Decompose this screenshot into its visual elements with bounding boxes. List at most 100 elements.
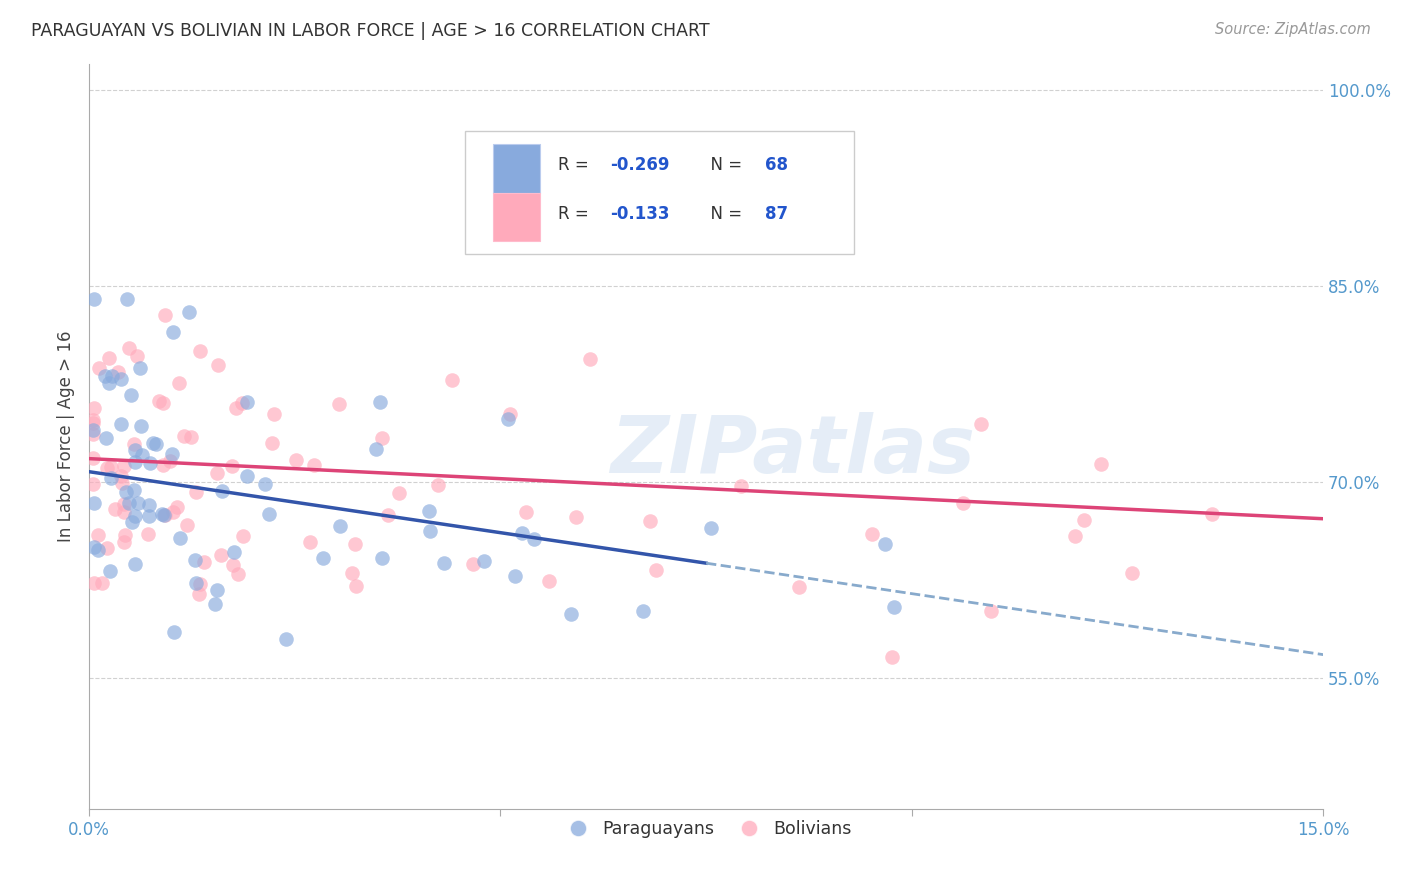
Point bbox=[328, 397, 350, 411]
Point bbox=[329, 519, 352, 533]
Point bbox=[184, 485, 207, 500]
Point bbox=[499, 407, 522, 421]
Point bbox=[419, 524, 441, 538]
Text: N =: N = bbox=[700, 205, 748, 223]
Point bbox=[232, 529, 254, 543]
Point bbox=[163, 624, 186, 639]
Point bbox=[284, 452, 307, 467]
Point bbox=[1090, 457, 1112, 471]
Point bbox=[188, 577, 211, 591]
Point bbox=[186, 575, 208, 590]
Point bbox=[83, 292, 105, 306]
Point bbox=[463, 557, 485, 571]
Point bbox=[129, 360, 152, 375]
Point bbox=[136, 527, 159, 541]
Point bbox=[699, 521, 721, 535]
Point bbox=[221, 459, 243, 474]
Point bbox=[344, 579, 367, 593]
Point bbox=[418, 504, 440, 518]
Point bbox=[226, 566, 249, 581]
Point bbox=[87, 528, 110, 542]
Point bbox=[187, 587, 209, 601]
Point bbox=[254, 477, 277, 491]
Point bbox=[82, 423, 104, 437]
Point bbox=[1201, 507, 1223, 521]
Point bbox=[860, 527, 883, 541]
Text: PARAGUAYAN VS BOLIVIAN IN LABOR FORCE | AGE > 16 CORRELATION CHART: PARAGUAYAN VS BOLIVIAN IN LABOR FORCE | … bbox=[31, 22, 710, 40]
Point bbox=[122, 437, 145, 451]
Text: R =: R = bbox=[558, 205, 593, 223]
Point bbox=[184, 553, 207, 567]
Point bbox=[433, 556, 456, 570]
Point bbox=[257, 507, 280, 521]
Point bbox=[298, 535, 321, 549]
Point bbox=[82, 416, 104, 430]
Point bbox=[205, 582, 228, 597]
Point bbox=[150, 508, 173, 522]
Point bbox=[98, 351, 121, 365]
Point bbox=[124, 558, 146, 572]
Point bbox=[159, 454, 181, 468]
Point bbox=[560, 607, 582, 621]
Point bbox=[263, 407, 285, 421]
Point bbox=[565, 510, 588, 524]
Point bbox=[160, 447, 183, 461]
Point bbox=[104, 501, 127, 516]
Point bbox=[366, 442, 388, 456]
Point bbox=[82, 451, 104, 466]
Point bbox=[276, 632, 298, 646]
Point bbox=[152, 395, 174, 409]
Point bbox=[120, 388, 142, 402]
Point bbox=[260, 435, 283, 450]
Point bbox=[110, 469, 132, 483]
Point bbox=[368, 394, 391, 409]
Point bbox=[124, 509, 146, 524]
Point bbox=[131, 448, 153, 462]
Text: R =: R = bbox=[558, 156, 593, 174]
Point bbox=[82, 477, 104, 491]
Point bbox=[510, 525, 533, 540]
Text: ZIPatlas: ZIPatlas bbox=[610, 412, 974, 491]
Point bbox=[118, 341, 141, 355]
Point bbox=[96, 541, 118, 556]
Point bbox=[83, 496, 105, 510]
Point bbox=[730, 479, 752, 493]
Point bbox=[538, 574, 561, 588]
Point bbox=[112, 458, 135, 473]
Point bbox=[87, 360, 110, 375]
Point bbox=[115, 484, 138, 499]
Point bbox=[204, 598, 226, 612]
Point bbox=[153, 508, 176, 523]
Point bbox=[631, 603, 654, 617]
FancyBboxPatch shape bbox=[465, 131, 855, 254]
Text: N =: N = bbox=[700, 156, 748, 174]
Text: 87: 87 bbox=[765, 205, 789, 223]
Point bbox=[176, 518, 198, 533]
Point bbox=[124, 455, 146, 469]
Point bbox=[173, 429, 195, 443]
Point bbox=[90, 576, 112, 591]
Point bbox=[579, 352, 602, 367]
Point bbox=[515, 505, 537, 519]
Point bbox=[100, 470, 122, 484]
Point bbox=[152, 458, 174, 473]
Point bbox=[344, 537, 367, 551]
Point bbox=[1063, 529, 1085, 543]
Point bbox=[205, 466, 228, 480]
Point bbox=[645, 563, 668, 577]
Point bbox=[96, 431, 118, 445]
Point bbox=[498, 411, 520, 425]
Point bbox=[225, 401, 247, 416]
Point bbox=[312, 550, 335, 565]
Point bbox=[131, 418, 153, 433]
Point bbox=[83, 576, 105, 591]
Point bbox=[110, 417, 132, 432]
Point bbox=[787, 580, 810, 594]
Bar bbox=[492, 193, 540, 242]
Point bbox=[138, 498, 160, 512]
Legend: Paraguayans, Bolivians: Paraguayans, Bolivians bbox=[554, 813, 859, 845]
Point bbox=[1073, 513, 1095, 527]
Point bbox=[122, 483, 145, 497]
Point bbox=[441, 374, 464, 388]
Point bbox=[523, 532, 546, 546]
